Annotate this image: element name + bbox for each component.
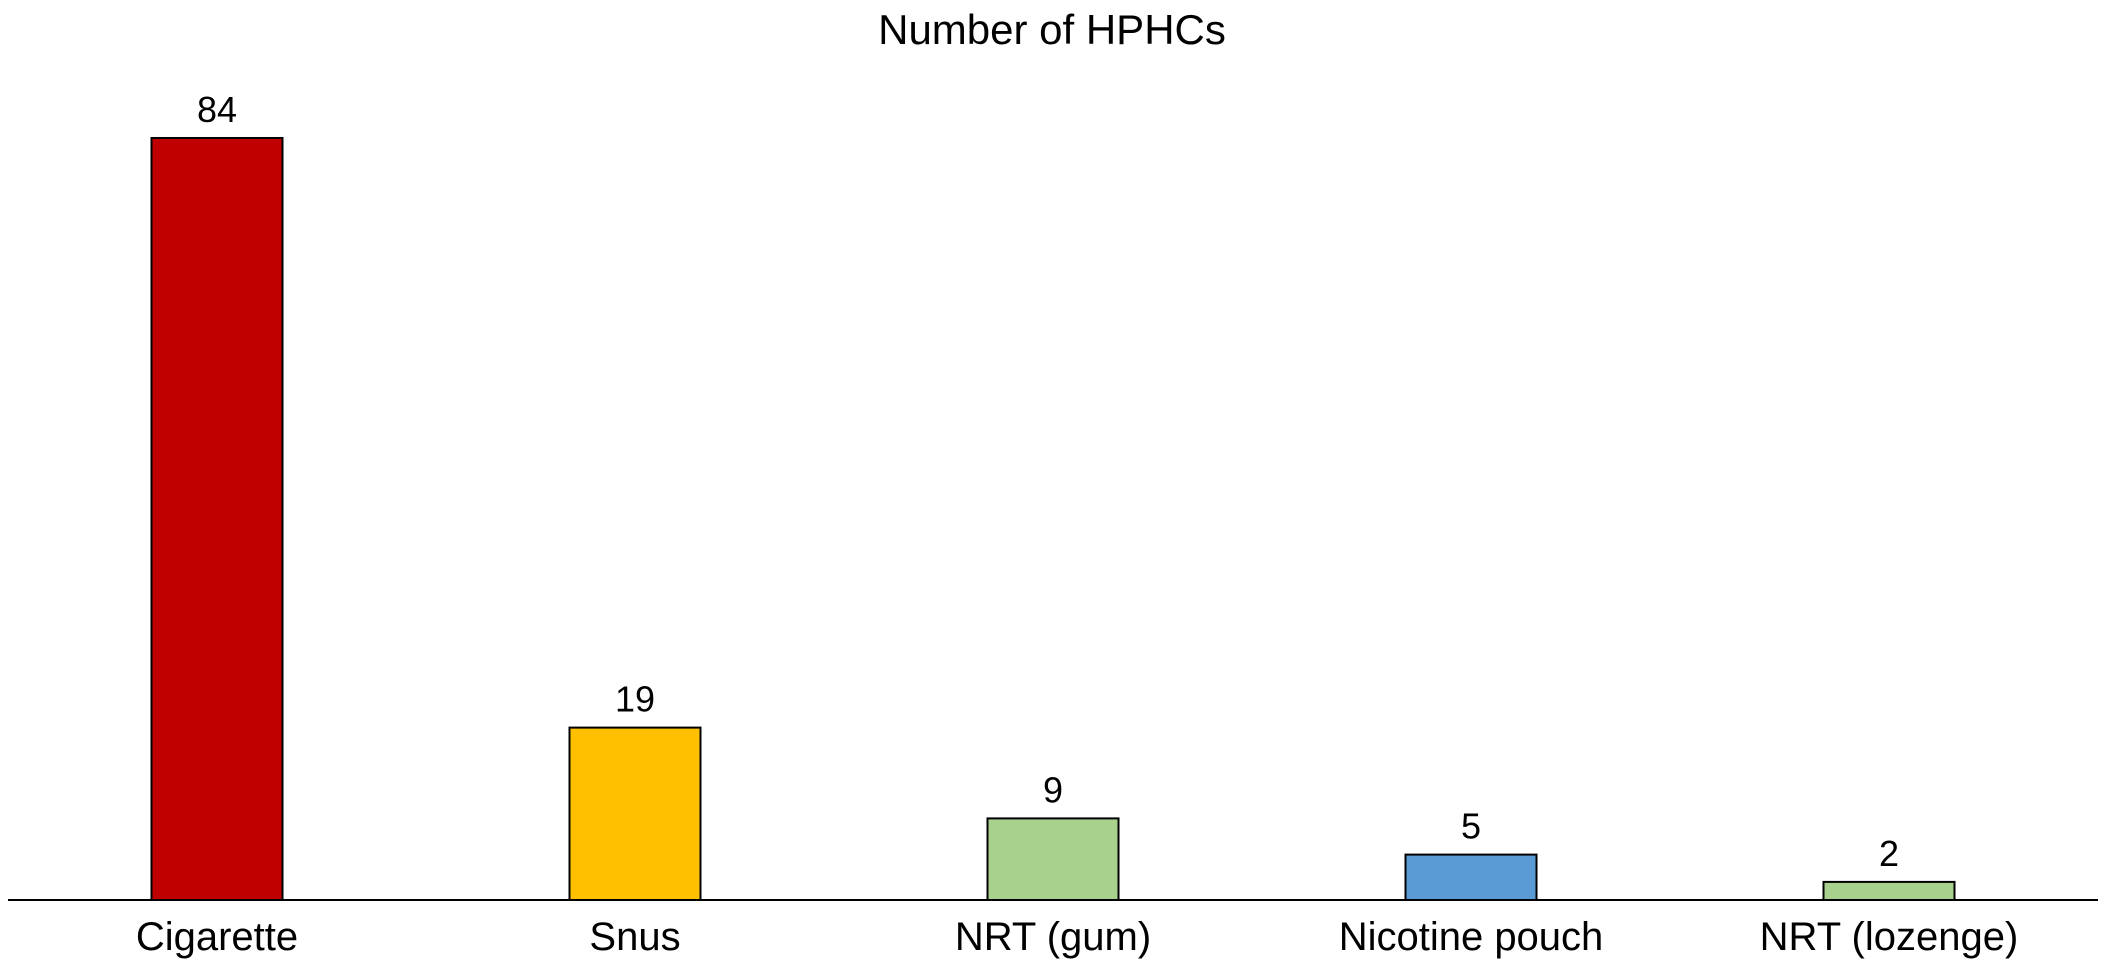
data-label-0: 84 [197,89,237,130]
x-tick-label-0: Cigarette [136,915,298,959]
bar-1 [568,726,702,901]
bar-0 [150,137,284,901]
data-labels-group: 84 19 9 5 2 [197,89,1899,874]
x-tick-label-2: NRT (gum) [955,915,1151,959]
data-label-2: 9 [1043,769,1063,810]
bar-4 [1822,880,1956,902]
x-tick-labels-group: Cigarette Snus NRT (gum) Nicotine pouch NRT … [136,915,2018,959]
data-label-1: 19 [615,679,655,720]
data-label-4: 2 [1879,833,1899,874]
bar-3 [1404,853,1538,901]
data-label-3: 5 [1461,806,1481,847]
bar-2 [986,817,1120,902]
x-tick-label-3: Nicotine pouch [1339,915,1604,959]
bars-group [150,137,1956,902]
chart-title: Number of HPHCs [878,6,1226,53]
x-tick-label-1: Snus [589,915,680,959]
x-tick-label-4: NRT (lozenge) [1760,915,2019,959]
